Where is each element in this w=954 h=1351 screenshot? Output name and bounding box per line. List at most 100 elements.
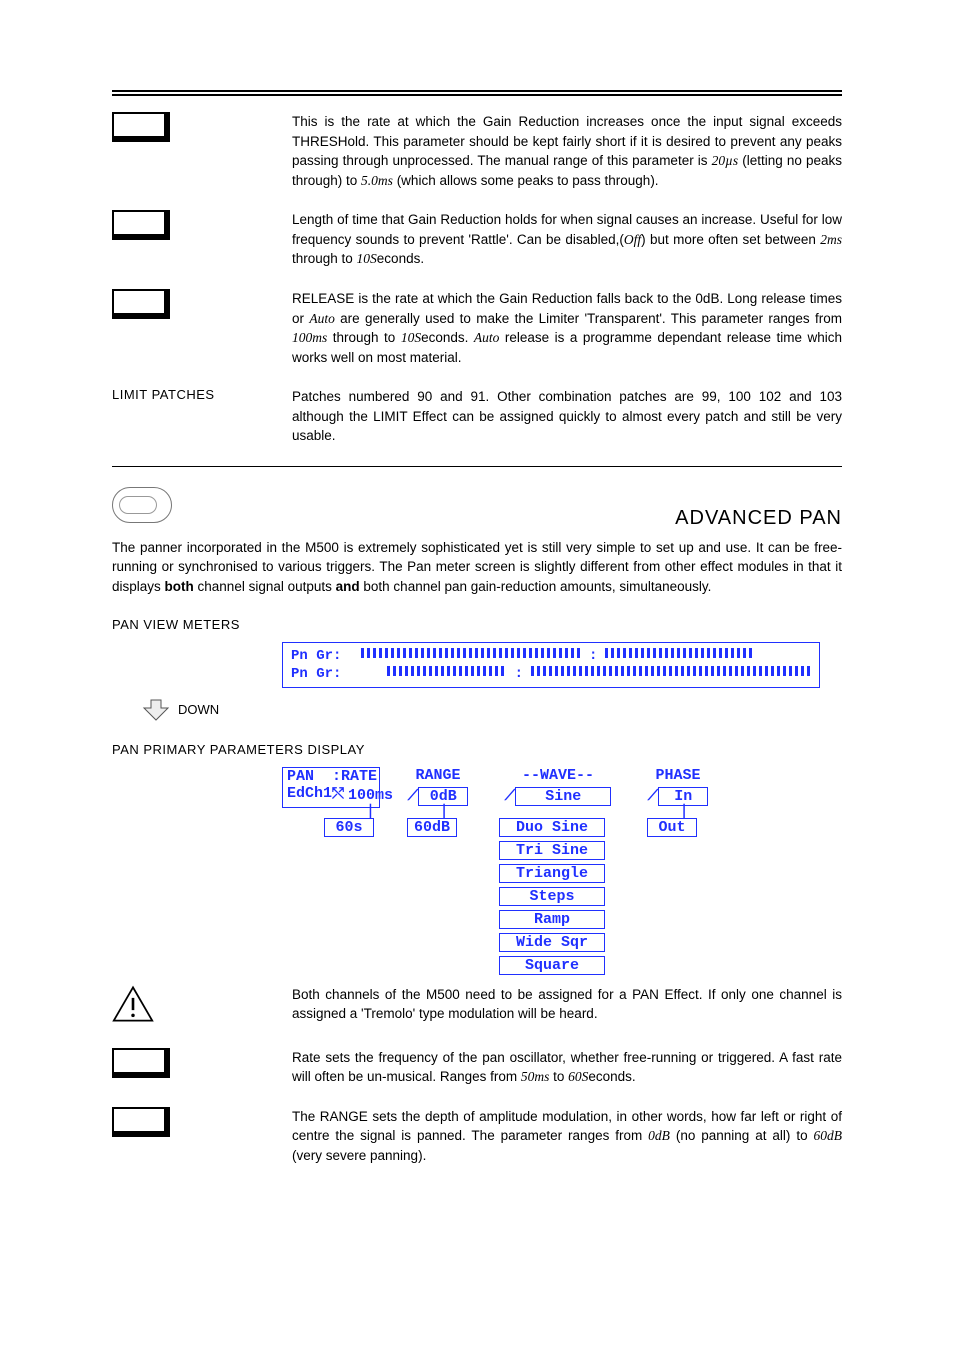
hold-val-a: Off <box>624 232 641 247</box>
down-arrow-icon <box>142 698 170 722</box>
hold-button-icon <box>112 210 170 240</box>
lcd-conn-2: ⎮ <box>399 808 489 816</box>
range-button-icon <box>112 1107 170 1137</box>
attack-text: This is the rate at which the Gain Reduc… <box>292 112 842 190</box>
hold-val-b: 2ms <box>820 232 842 247</box>
pan-header-row: ADVANCED PAN <box>112 487 842 530</box>
mid-rule <box>112 466 842 467</box>
lcd-row-2: 60s 60dB Duo Sine Out <box>282 816 822 839</box>
down-label-text: DOWN <box>178 702 219 717</box>
down-indicator: DOWN <box>142 698 842 722</box>
pan-params-lcd: PAN :RATE RANGE --WAVE-- PHASE EdCh1⤲100… <box>282 767 822 977</box>
lcd-conn-3 <box>499 808 629 816</box>
lcd-wave-row-6: Square <box>282 954 822 977</box>
lcd-conn-4: ⎮ <box>639 808 729 816</box>
lcd-wave-3: Steps <box>499 887 605 906</box>
rate-button-col <box>112 1048 292 1087</box>
lcd-edch: EdCh1 <box>287 785 332 807</box>
lcd-rate-hdr: :RATE <box>332 768 377 785</box>
lcd-wave-5: Wide Sqr <box>499 933 605 952</box>
lcd-wave-row-3: Steps <box>282 885 822 908</box>
param-release: RELEASE is the rate at which the Gain Re… <box>112 289 842 367</box>
pan-oval-button-icon <box>112 487 172 523</box>
rate-text-c: econds. <box>588 1069 635 1084</box>
lcd-range-top: 0dB <box>418 787 468 806</box>
rate-val-a: 50ms <box>521 1069 550 1084</box>
rate-text-b: to <box>549 1069 568 1084</box>
lcd-phase-hdr: PHASE <box>633 767 723 785</box>
lcd-knob-icon-2: ⟋ <box>408 788 419 805</box>
rate-button-icon <box>112 1048 170 1078</box>
lcd-wave-row-2: Triangle <box>282 862 822 885</box>
meter-row-2: Pn Gr: : <box>291 665 811 683</box>
attack-val-a: 20µs <box>712 153 739 168</box>
lcd-wave-2: Triangle <box>499 864 605 883</box>
limit-patches-text: Patches numbered 90 and 91. Other combin… <box>292 387 842 446</box>
lcd-wave-row-1: Tri Sine <box>282 839 822 862</box>
top-double-rule <box>112 90 842 96</box>
hold-text-c: through to <box>292 251 357 266</box>
lcd-wave-list: Duo Sine <box>487 816 617 839</box>
range-button-col <box>112 1107 292 1166</box>
param-attack: This is the rate at which the Gain Reduc… <box>112 112 842 190</box>
meter-row-1-bars: : <box>361 648 811 664</box>
lcd-wave-4: Ramp <box>499 910 605 929</box>
lcd-conn-1: ⎮ <box>282 808 386 816</box>
pan-title: ADVANCED PAN <box>172 507 842 530</box>
meter-bar-2b <box>531 666 811 676</box>
pan-view-meters-label: PAN VIEW METERS <box>112 617 842 632</box>
release-val-b: 100ms <box>292 330 327 345</box>
lcd-pan-label: PAN <box>287 768 314 785</box>
pan-intro-c: both channel pan gain-reduction amounts,… <box>360 579 712 594</box>
lcd-header-row: PAN :RATE RANGE --WAVE-- PHASE <box>282 767 822 785</box>
meter-sep-2: : <box>515 666 523 682</box>
lcd-range-hdr: RANGE <box>393 767 483 785</box>
attack-button-col <box>112 112 292 190</box>
pan-range: The RANGE sets the depth of amplitude mo… <box>112 1107 842 1166</box>
lcd-phase-top: In <box>658 787 708 806</box>
lcd-wave-sel-wrap: ⟋Sine <box>493 785 623 808</box>
attack-text-c: (which allows some peaks to pass through… <box>393 173 659 188</box>
range-text: The RANGE sets the depth of amplitude mo… <box>292 1107 842 1166</box>
lcd-phase-bot: Out <box>647 818 697 837</box>
hold-text: Length of time that Gain Reduction holds… <box>292 210 842 269</box>
warning-icon-col <box>112 985 292 1028</box>
pan-intro: The panner incorporated in the M500 is e… <box>112 538 842 597</box>
pan-warning-text: Both channels of the M500 need to be ass… <box>292 985 842 1028</box>
param-hold: Length of time that Gain Reduction holds… <box>112 210 842 269</box>
range-text-c: (very severe panning). <box>292 1148 426 1163</box>
hold-text-d: econds. <box>377 251 424 266</box>
range-val-a: 0dB <box>648 1128 670 1143</box>
meter-row-2-bars: : <box>361 666 811 682</box>
lcd-range-bot-wrap: 60dB <box>387 816 477 839</box>
lcd-wave-0: Duo Sine <box>499 818 605 837</box>
lcd-edch-cell: EdCh1⤲100ms <box>282 785 380 808</box>
lcd-wave-hdr: --WAVE-- <box>493 767 623 785</box>
lcd-wave-1: Tri Sine <box>499 841 605 860</box>
release-text-c: through to <box>327 330 401 345</box>
meter-row-1: Pn Gr: : <box>291 647 811 665</box>
lcd-wave-6: Square <box>499 956 605 975</box>
range-val-b: 60dB <box>814 1128 843 1143</box>
lcd-col-pan-header: PAN :RATE <box>282 767 380 785</box>
param-limit-patches: LIMIT PATCHES Patches numbered 90 and 91… <box>112 387 842 446</box>
hold-text-b: ) but more often set between <box>641 232 820 247</box>
range-text-b: (no panning at all) to <box>670 1128 814 1143</box>
attack-button-icon <box>112 112 170 142</box>
lcd-connector-row: ⎮ ⎮ ⎮ <box>282 808 822 816</box>
release-text-b: are generally used to make the Limiter '… <box>335 311 842 326</box>
lcd-range-top-wrap: ⟋0dB <box>393 785 483 808</box>
release-button-col <box>112 289 292 367</box>
release-text-d: econds. <box>421 330 474 345</box>
release-val-a: Auto <box>309 311 335 326</box>
lcd-knob-icon-3: ⟋ <box>505 788 516 805</box>
pan-primary-params-label: PAN PRIMARY PARAMETERS DISPLAY <box>112 742 842 757</box>
rate-text: Rate sets the frequency of the pan oscil… <box>292 1048 842 1087</box>
meter-bar-1b <box>605 648 755 658</box>
meter-bar-2a <box>387 666 507 676</box>
pan-intro-b: channel signal outputs <box>194 579 336 594</box>
lcd-rate-bot-wrap: 60s <box>282 816 374 839</box>
lcd-wave-sel: Sine <box>515 787 611 806</box>
lcd-wave-row-5: Wide Sqr <box>282 931 822 954</box>
meter-row-1-label: Pn Gr: <box>291 648 361 664</box>
